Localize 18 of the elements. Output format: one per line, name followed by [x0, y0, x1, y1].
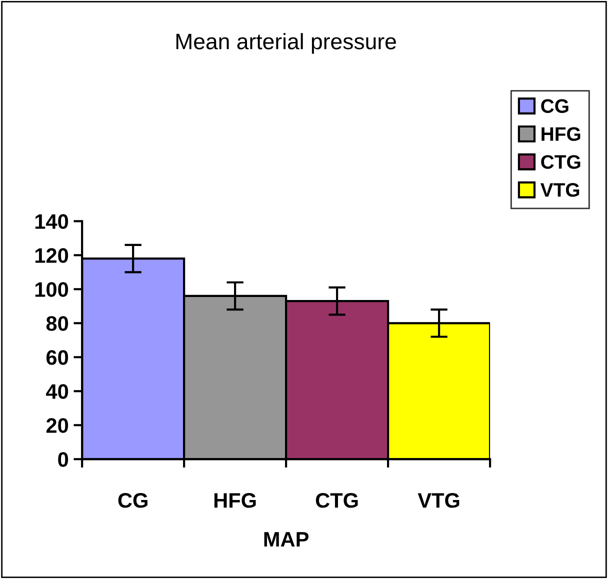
x-tick-label: CG [118, 493, 148, 508]
y-tick-label: 120 [35, 248, 68, 263]
chart-title: Mean arterial pressure [176, 33, 396, 54]
x-tick-label: HFG [214, 493, 256, 508]
y-tick-label: 60 [46, 350, 68, 365]
y-tick-label: 40 [46, 384, 68, 399]
x-axis-title: MAP [264, 532, 308, 546]
y-tick-label: 140 [35, 214, 68, 229]
y-tick-label: 20 [46, 418, 68, 433]
y-tick-label: 0 [58, 452, 68, 467]
y-tick-label: 80 [46, 316, 68, 331]
legend-label: CG [541, 99, 568, 113]
x-tick-label: VTG [418, 493, 460, 508]
legend-label: VTG [540, 183, 580, 197]
legend-label: HFG [542, 127, 580, 141]
legend-label: CTG [541, 155, 580, 169]
y-tick-label: 100 [35, 282, 68, 297]
x-tick-label: CTG [316, 493, 358, 508]
